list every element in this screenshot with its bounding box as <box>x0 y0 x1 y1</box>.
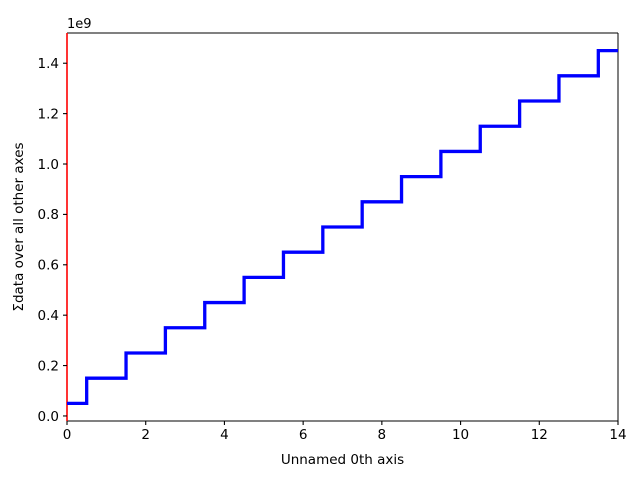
x-tick-label: 4 <box>220 427 229 443</box>
y-tick-label: 1.2 <box>38 106 59 122</box>
y-tick-label: 0.6 <box>38 258 59 274</box>
y-tick-label: 0.8 <box>38 207 59 223</box>
y-tick-label: 1.0 <box>38 157 59 173</box>
y-tick-label: 1.4 <box>38 56 59 72</box>
y-axis-label: Σdata over all other axes <box>11 142 27 311</box>
x-tick-label: 14 <box>609 427 626 443</box>
x-tick-label: 10 <box>452 427 469 443</box>
x-tick-label: 0 <box>63 427 72 443</box>
x-tick-label: 8 <box>378 427 387 443</box>
x-tick-label: 12 <box>531 427 548 443</box>
step-line <box>67 48 618 406</box>
y-tick-label: 0.2 <box>38 358 59 374</box>
y-axis-offset-text: 1e9 <box>67 17 92 32</box>
y-axis-ticks: 0.0 0.2 0.4 0.6 0.8 1.0 1.2 1.4 <box>38 56 67 425</box>
y-tick-label: 0.4 <box>38 308 59 324</box>
x-axis-ticks: 0 2 4 6 8 10 12 14 <box>63 421 627 443</box>
data-series <box>67 48 618 406</box>
y-tick-label: 0.0 <box>38 409 59 425</box>
x-tick-label: 6 <box>299 427 308 443</box>
x-tick-label: 2 <box>141 427 150 443</box>
x-axis-label: Unnamed 0th axis <box>281 452 404 468</box>
